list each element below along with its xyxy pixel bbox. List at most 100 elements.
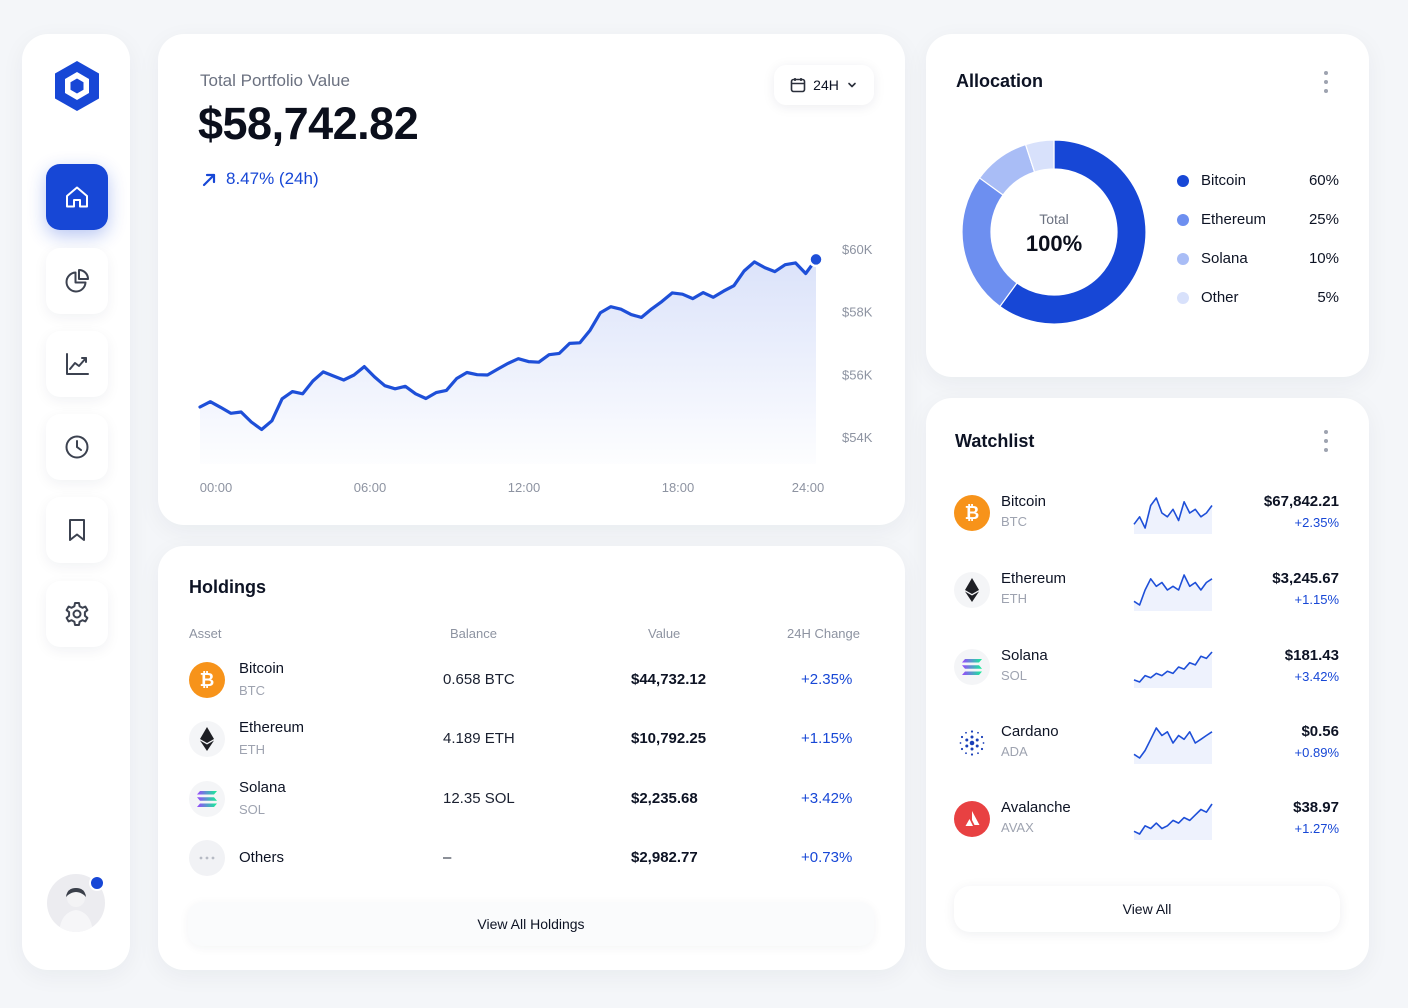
column-value: Value xyxy=(648,626,681,641)
sparkline-line xyxy=(1133,574,1213,606)
range-label: 24H xyxy=(813,77,839,93)
x-tick-label: 00:00 xyxy=(200,480,233,495)
cardano-icon xyxy=(954,725,990,761)
y-tick-label: $56K xyxy=(842,367,873,382)
watchlist-item[interactable]: Ethereum ETH $3,245.67 +1.15% xyxy=(926,565,1369,615)
sparkline xyxy=(1133,651,1213,688)
holding-row[interactable]: Solana SOL 12.35 SOL $2,235.68 +3.42% xyxy=(158,774,905,824)
legend-dot xyxy=(1177,253,1189,265)
sparkline-fill xyxy=(1134,498,1212,534)
watchlist-item[interactable]: Cardano ADA $0.56 +0.89% xyxy=(926,718,1369,768)
portfolio-value: $58,742.82 xyxy=(198,98,419,149)
line-chart-icon xyxy=(66,353,89,375)
donut-total-label: Total xyxy=(1039,211,1069,227)
bitcoin-icon: ₿ xyxy=(189,662,225,698)
allocation-title: Allocation xyxy=(956,71,1044,91)
donut-slice-bitcoin[interactable] xyxy=(999,139,1147,325)
asset-name: Solana xyxy=(239,779,286,796)
ethereum-icon xyxy=(189,721,225,757)
column-24h-change: 24H Change xyxy=(787,626,860,641)
view-all-watchlist-button[interactable]: View All xyxy=(954,886,1340,932)
solana-icon xyxy=(189,781,225,817)
bookmark-icon xyxy=(69,519,85,541)
sparkline-fill xyxy=(1134,804,1212,840)
chart-end-point[interactable] xyxy=(808,251,824,268)
watch-symbol: SOL xyxy=(1001,668,1028,683)
nav-settings[interactable] xyxy=(46,581,108,647)
sparkline xyxy=(1133,497,1213,534)
sparkline xyxy=(1133,574,1213,611)
watch-price: $38.97 xyxy=(1293,799,1339,816)
portfolio-change-value: 8.47% (24h) xyxy=(226,169,319,188)
others-icon xyxy=(189,840,225,876)
watchlist-item[interactable]: ₿ Bitcoin BTC $67,842.21 +2.35% xyxy=(926,488,1369,538)
avalanche-icon xyxy=(954,801,990,837)
range-dropdown[interactable]: 24H xyxy=(774,65,874,105)
holding-row[interactable]: ₿ Bitcoin BTC 0.658 BTC $44,732.12 +2.35… xyxy=(158,655,905,705)
nav-portfolio[interactable] xyxy=(46,248,108,314)
watch-name: Cardano xyxy=(1001,723,1059,740)
legend-name: Solana xyxy=(1201,250,1248,267)
donut-slice-ethereum[interactable] xyxy=(961,177,1018,308)
legend-name: Ethereum xyxy=(1201,211,1267,228)
watchlist-item[interactable]: Avalanche AVAX $38.97 +1.27% xyxy=(926,794,1369,844)
nav-analytics[interactable] xyxy=(46,331,108,397)
legend-dot xyxy=(1177,175,1189,187)
sparkline-fill xyxy=(1134,575,1212,611)
watch-change: +0.89% xyxy=(1294,745,1339,760)
more-options-icon[interactable] xyxy=(1323,430,1329,452)
asset-change: +2.35% xyxy=(801,671,853,688)
asset-balance: 0.658 BTC xyxy=(443,671,515,688)
x-tick-label: 24:00 xyxy=(792,480,825,495)
svg-text:₿: ₿ xyxy=(965,503,980,523)
donut-total-value: 100% xyxy=(1025,231,1083,256)
chart-series-line xyxy=(198,257,818,432)
more-options-icon[interactable] xyxy=(1323,71,1329,93)
x-tick-label: 06:00 xyxy=(354,480,387,495)
chart-area-fill xyxy=(200,259,816,464)
asset-value: $44,732.12 xyxy=(631,671,707,688)
watch-name: Solana xyxy=(1001,647,1048,664)
asset-value: $2,235.68 xyxy=(631,790,698,807)
y-tick-label: $58K xyxy=(842,305,873,320)
holdings-title: Holdings xyxy=(189,577,266,597)
x-tick-label: 12:00 xyxy=(508,480,541,495)
allocation-card: Allocation Total 100% Bitcoin 60% Ethere… xyxy=(926,34,1369,377)
watch-symbol: BTC xyxy=(1001,514,1027,529)
chevron-down-icon xyxy=(848,82,856,88)
user-icon xyxy=(59,888,93,932)
legend-dot xyxy=(1177,214,1189,226)
sidebar xyxy=(22,34,130,970)
legend-name: Bitcoin xyxy=(1201,172,1247,189)
asset-change: +0.73% xyxy=(801,849,853,866)
nav-bookmarks[interactable] xyxy=(46,497,108,563)
legend-item: Solana 10% xyxy=(1177,249,1339,269)
watch-price: $67,842.21 xyxy=(1263,493,1339,510)
asset-name: Bitcoin xyxy=(239,660,285,677)
donut-slice-other[interactable] xyxy=(1024,139,1055,173)
calendar-icon xyxy=(790,78,806,93)
y-tick-label: $54K xyxy=(842,430,873,445)
sparkline xyxy=(1133,803,1213,840)
asset-change: +3.42% xyxy=(801,790,853,807)
watch-change: +1.15% xyxy=(1294,592,1339,607)
svg-text:₿: ₿ xyxy=(200,670,215,690)
watchlist-title: Watchlist xyxy=(955,431,1035,451)
legend-pct: 10% xyxy=(1308,250,1339,267)
portfolio-chart: $54K $56K $58K $60K 00:00 06:00 12:00 18:00 24:… xyxy=(198,242,873,495)
view-all-holdings-button[interactable]: View All Holdings xyxy=(188,902,874,946)
sparkline xyxy=(1133,727,1213,764)
watch-name: Bitcoin xyxy=(1001,493,1047,510)
watch-name: Ethereum xyxy=(1001,570,1067,587)
notification-dot xyxy=(89,875,105,891)
watchlist-item[interactable]: Solana SOL $181.43 +3.42% xyxy=(926,642,1369,692)
arrow-up-right-icon xyxy=(202,173,216,187)
ethereum-icon xyxy=(954,572,990,608)
legend-item: Other 5% xyxy=(1177,288,1339,308)
nav-home[interactable] xyxy=(46,164,108,230)
holding-row[interactable]: Ethereum ETH 4.189 ETH $10,792.25 +1.15% xyxy=(158,714,905,764)
nav-history[interactable] xyxy=(46,414,108,480)
pie-chart-icon xyxy=(65,269,89,293)
asset-symbol: ETH xyxy=(239,742,265,757)
holding-row[interactable]: Others – $2,982.77 +0.73% xyxy=(158,833,905,883)
